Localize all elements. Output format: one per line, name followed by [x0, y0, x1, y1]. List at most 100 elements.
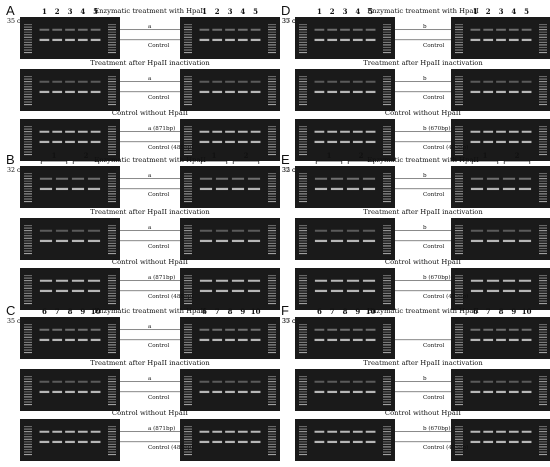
- ladder-band: [455, 52, 463, 54]
- ladder-band: [383, 285, 391, 287]
- ladder-band: [455, 391, 463, 393]
- gel-left: [295, 268, 395, 310]
- ladder-band: [299, 46, 307, 49]
- ladder-band: [268, 451, 276, 453]
- ladder-band: [268, 175, 276, 177]
- band-label-control: Control (485bp): [423, 444, 468, 451]
- ladder-band: [455, 344, 463, 346]
- band-control: [199, 390, 210, 394]
- band-label-product: a (871bp): [148, 425, 175, 432]
- ladder-band: [108, 195, 116, 198]
- ladder-band: [455, 148, 463, 151]
- ladder-band: [24, 303, 32, 305]
- band-label-control: Control: [423, 244, 445, 250]
- ladder-band: [184, 133, 192, 135]
- band-product: [39, 80, 50, 83]
- ladder-band: [539, 232, 547, 234]
- ladder-band: [383, 81, 391, 83]
- band-product: [212, 130, 223, 133]
- ladder-band: [184, 386, 192, 388]
- ladder-band: [455, 242, 463, 244]
- ladder-band: [184, 235, 192, 237]
- ladder-band: [539, 250, 547, 252]
- band-control: [330, 239, 344, 243]
- ladder-band: [539, 240, 547, 242]
- band-control: [518, 239, 532, 243]
- ladder-band: [539, 126, 547, 128]
- lane-number: 9: [80, 307, 85, 316]
- ladder-band: [383, 247, 391, 250]
- band-label-control: Control: [423, 343, 445, 349]
- ladder-band: [184, 198, 192, 200]
- gel-right: [180, 69, 280, 111]
- ladder-band: [108, 346, 116, 349]
- ladder-band: [24, 237, 32, 239]
- ladder-band: [108, 441, 116, 443]
- band-control: [340, 440, 350, 444]
- band-product: [39, 380, 50, 383]
- band-product: [483, 130, 494, 133]
- ladder-band: [539, 86, 547, 88]
- band-product: [486, 229, 500, 232]
- band-product: [71, 279, 85, 282]
- ladder-band: [24, 101, 32, 103]
- ladder-band: [299, 339, 307, 341]
- band-control: [199, 239, 213, 243]
- ladder-band: [108, 128, 116, 130]
- band-control: [314, 289, 328, 293]
- ladder-band: [455, 46, 463, 49]
- band-control: [90, 338, 101, 342]
- band-control: [231, 239, 245, 243]
- ladder-band: [539, 438, 547, 440]
- lane-number: 1: [212, 151, 217, 160]
- band-product: [71, 177, 85, 180]
- ladder-band: [184, 29, 192, 31]
- lane-number: 6: [202, 307, 207, 316]
- ladder-band: [383, 86, 391, 88]
- ladder-band: [539, 277, 547, 279]
- ladder-band: [455, 193, 463, 195]
- band-control: [327, 390, 338, 394]
- ladder-band: [299, 173, 307, 175]
- band-control: [52, 38, 63, 42]
- ladder-band: [108, 404, 116, 406]
- ladder-band: [268, 138, 276, 140]
- ladder-band: [299, 250, 307, 252]
- band-product: [486, 279, 500, 282]
- ladder-band: [24, 282, 32, 284]
- ladder-band: [455, 227, 463, 229]
- ladder-band: [24, 381, 32, 383]
- band-product: [199, 28, 210, 31]
- ladder-band: [383, 198, 391, 200]
- band-product: [212, 430, 223, 433]
- ladder-band: [184, 46, 192, 49]
- ladder-band: [299, 398, 307, 401]
- ladder-band: [383, 451, 391, 453]
- ladder-band: [268, 396, 276, 398]
- ladder-band: [24, 426, 32, 428]
- ladder-band: [383, 431, 391, 433]
- ladder-band: [108, 201, 116, 203]
- band-control: [39, 390, 50, 394]
- ladder-band: [455, 201, 463, 203]
- ladder-band: [24, 131, 32, 133]
- ladder-band: [299, 52, 307, 54]
- lane-number: 5: [93, 7, 98, 16]
- ladder-band: [299, 282, 307, 284]
- band-control: [352, 90, 363, 94]
- band-label-control: Control: [423, 192, 445, 198]
- ladder-band: [383, 253, 391, 255]
- band-control: [52, 140, 63, 144]
- ladder-band: [184, 401, 192, 403]
- lane-number: 3: [228, 7, 233, 16]
- ladder-band: [539, 431, 547, 433]
- ladder-band: [108, 88, 116, 90]
- ladder-band: [299, 195, 307, 198]
- band-control: [231, 289, 245, 293]
- ladder-band: [455, 183, 463, 185]
- ladder-band: [108, 104, 116, 106]
- ladder-band: [455, 401, 463, 403]
- row-title: Enzymatic treatment with HpaII: [367, 307, 479, 315]
- ladder-band: [455, 49, 463, 51]
